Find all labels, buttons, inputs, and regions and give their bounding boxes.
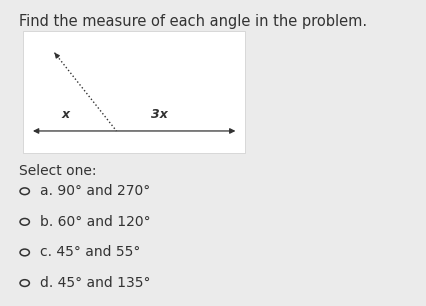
Text: a. 90° and 270°: a. 90° and 270° xyxy=(40,184,151,198)
Text: d. 45° and 135°: d. 45° and 135° xyxy=(40,276,151,290)
Text: b. 60° and 120°: b. 60° and 120° xyxy=(40,215,151,229)
Text: Select one:: Select one: xyxy=(19,164,97,178)
Bar xyxy=(23,31,245,153)
Text: 3x: 3x xyxy=(151,108,167,121)
Text: Find the measure of each angle in the problem.: Find the measure of each angle in the pr… xyxy=(19,14,367,29)
Text: x: x xyxy=(61,108,69,121)
Text: c. 45° and 55°: c. 45° and 55° xyxy=(40,245,141,259)
